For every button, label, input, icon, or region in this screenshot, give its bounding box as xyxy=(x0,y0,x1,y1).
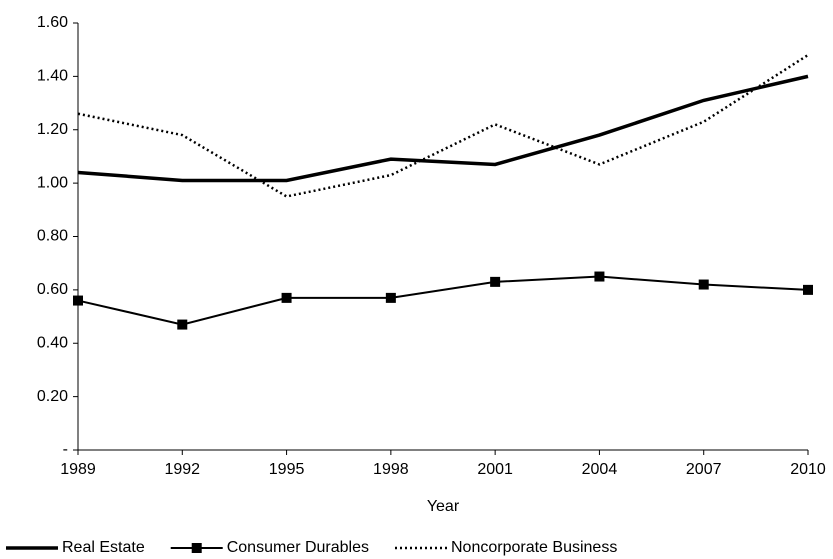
x-tick-label: 1989 xyxy=(60,461,96,478)
y-tick-label: 0.60 xyxy=(37,281,68,298)
x-tick-label: 2007 xyxy=(686,461,722,478)
marker xyxy=(177,319,188,330)
legend-label: Real Estate xyxy=(62,539,145,556)
y-tick-label: 1.00 xyxy=(37,174,68,191)
marker xyxy=(490,276,501,287)
marker xyxy=(698,279,709,290)
y-tick-label: - xyxy=(63,441,68,458)
x-tick-label: 1992 xyxy=(164,461,200,478)
x-tick-label: 2004 xyxy=(582,461,618,478)
series-line xyxy=(77,275,809,326)
x-tick-label: 1998 xyxy=(373,461,409,478)
legend-label: Consumer Durables xyxy=(227,539,369,556)
y-tick-label: 0.20 xyxy=(37,388,68,405)
x-tick-label: 2010 xyxy=(790,461,826,478)
marker xyxy=(594,271,605,282)
marker xyxy=(385,292,396,303)
y-tick-label: 1.60 xyxy=(37,14,68,31)
series-line xyxy=(77,53,809,198)
legend-marker xyxy=(191,543,202,553)
y-tick-label: 1.20 xyxy=(37,121,68,138)
x-tick-label: 2001 xyxy=(477,461,513,478)
y-tick-label: 0.80 xyxy=(37,228,68,245)
y-tick-label: 1.40 xyxy=(37,68,68,85)
marker xyxy=(281,292,292,303)
x-axis-title: Year xyxy=(427,498,460,515)
x-tick-label: 1995 xyxy=(269,461,305,478)
legend-label: Noncorporate Business xyxy=(451,539,617,556)
marker xyxy=(803,284,813,295)
y-tick-label: 0.40 xyxy=(37,334,68,351)
series-line xyxy=(77,74,809,183)
marker xyxy=(73,295,83,306)
